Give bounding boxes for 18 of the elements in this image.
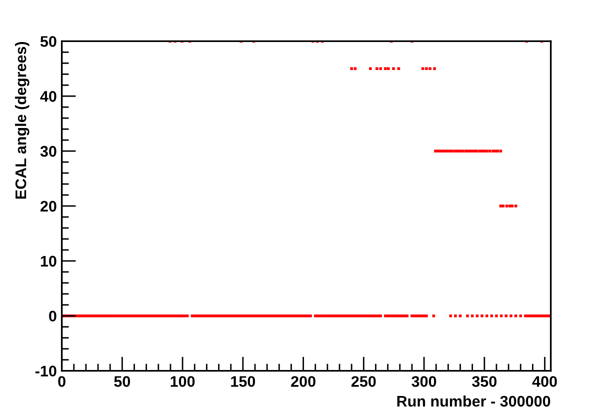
- y-tick-label: 0: [49, 310, 56, 322]
- x-tick-label: 150: [231, 376, 256, 387]
- y-tick-label: 20: [40, 200, 56, 212]
- y-axis-title: ECAL angle (degrees): [15, 42, 30, 199]
- x-tick-label: 400: [532, 376, 557, 387]
- x-tick-label: 0: [58, 376, 66, 387]
- x-tick-label: 250: [351, 376, 376, 387]
- y-tick-label: 10: [40, 256, 56, 267]
- x-tick-label: 100: [170, 376, 195, 387]
- y-tick-label: 30: [40, 146, 56, 157]
- x-tick-label: 300: [412, 376, 436, 387]
- x-axis-title: Run number - 300000: [397, 395, 550, 407]
- x-tick-label: 200: [291, 376, 316, 387]
- x-tick-label: 350: [472, 376, 497, 387]
- y-tick-label: -10: [35, 366, 56, 376]
- y-tick-label: 40: [40, 91, 56, 102]
- y-tick-label: 50: [40, 36, 56, 47]
- x-tick-label: 50: [114, 376, 130, 387]
